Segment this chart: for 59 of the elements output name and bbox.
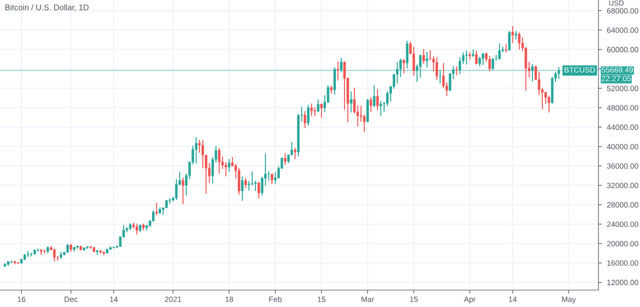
candlestick: [155, 202, 158, 216]
candlestick: [238, 167, 240, 196]
candlestick: [458, 56, 462, 75]
candlestick: [182, 177, 184, 205]
candlestick: [152, 210, 155, 222]
candlestick: [336, 61, 340, 82]
candlestick: [320, 102, 323, 118]
candlestick: [136, 223, 138, 235]
candlestick: [241, 176, 244, 202]
candlestick: [488, 56, 491, 72]
candlestick: [508, 30, 511, 51]
candlestick: [194, 136, 198, 164]
candlestick: [419, 54, 422, 78]
candlestick: [244, 178, 247, 189]
candlestick: [412, 46, 415, 76]
candlestick: [511, 25, 514, 44]
candlestick: [475, 50, 478, 66]
candlestick: [294, 147, 296, 160]
candlestick: [350, 90, 352, 114]
candlestick: [438, 69, 442, 84]
candlestick: [402, 58, 406, 74]
candlestick: [258, 182, 260, 199]
candlestick: [316, 98, 320, 113]
candlestick: [422, 48, 425, 65]
candlestick: [426, 51, 428, 68]
candlestick: [380, 100, 382, 116]
candlestick: [478, 56, 481, 67]
candlestick: [340, 57, 342, 73]
candlestick: [53, 248, 56, 262]
candlestick: [465, 50, 468, 66]
candlestick: [531, 64, 534, 82]
candlestick: [482, 52, 484, 66]
candlestick: [30, 252, 33, 257]
candlestick: [202, 139, 204, 169]
candlestick: [518, 32, 521, 50]
candlestick: [314, 106, 316, 117]
candlestick: [455, 66, 458, 76]
candlestick: [372, 84, 376, 108]
candlestick: [267, 170, 270, 182]
candlestick: [548, 95, 550, 114]
candlestick: [333, 66, 336, 96]
candlestick: [436, 56, 438, 81]
candlestick: [218, 147, 220, 174]
candlestick: [498, 43, 501, 60]
candlestick: [429, 49, 432, 61]
candlestick: [558, 66, 560, 80]
candlestick: [304, 110, 306, 129]
candlestick: [270, 174, 274, 184]
candlestick: [366, 98, 369, 123]
candlestick: [307, 104, 310, 126]
candlestick: [396, 62, 399, 84]
candlestick: [370, 96, 372, 113]
candlestick: [406, 40, 408, 69]
candlestick: [228, 158, 230, 172]
candlestick: [376, 88, 379, 111]
candlestick: [284, 152, 286, 166]
candlestick: [250, 170, 254, 186]
candlestick: [310, 103, 313, 117]
chart-title: Bitcoin / U.S. Dollar, 1D: [5, 4, 89, 12]
